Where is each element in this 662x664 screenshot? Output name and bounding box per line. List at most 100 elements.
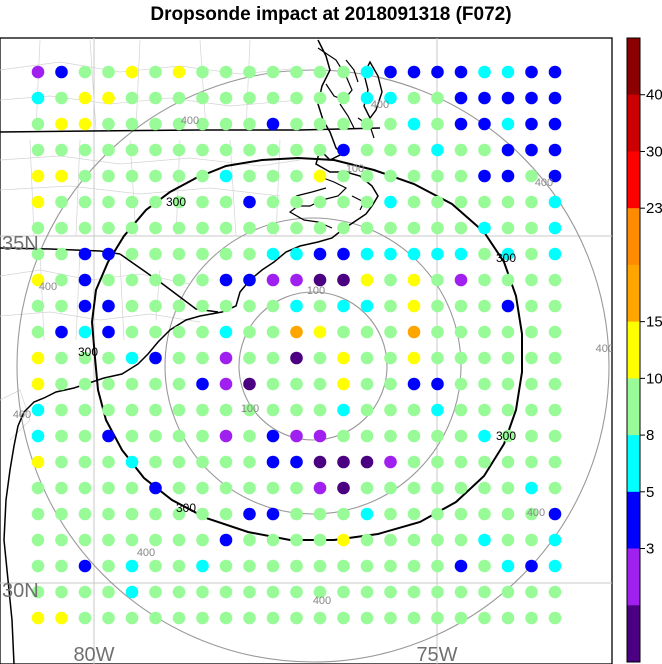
sonde-dot (501, 351, 515, 365)
sonde-dot (313, 65, 327, 79)
sonde-dot (548, 169, 562, 183)
sonde-dot (548, 533, 562, 547)
lat-label-30n: 30N (2, 580, 39, 602)
sonde-dot (196, 611, 209, 625)
sonde-dot (384, 325, 397, 339)
sonde-dot (548, 585, 562, 599)
sonde-dot (407, 455, 421, 469)
sonde-dot (431, 65, 444, 79)
sonde-dot (313, 377, 327, 391)
sonde-dot (172, 195, 186, 209)
sonde-dot (219, 299, 233, 313)
sonde-dot (337, 221, 350, 235)
sonde-dot (243, 455, 256, 469)
sonde-dot (78, 325, 92, 339)
sonde-dot (525, 221, 538, 235)
sonde-dot (172, 429, 186, 443)
sonde-dot (149, 403, 162, 417)
sonde-dot (290, 585, 303, 599)
sonde-dot (266, 403, 280, 417)
sonde-dot (501, 481, 515, 495)
sonde-dot (548, 247, 562, 261)
sonde-dot (431, 325, 444, 339)
sonde-dot (266, 559, 280, 573)
sonde-dot (149, 351, 162, 365)
sonde-dot (31, 559, 45, 573)
sonde-dot (196, 559, 209, 573)
sonde-dot (149, 507, 162, 521)
sonde-dot (102, 221, 115, 235)
sonde-dot (501, 611, 515, 625)
sonde-dot (266, 65, 280, 79)
contour-label-300-ne: 300 (496, 251, 516, 265)
sonde-dot (125, 481, 139, 495)
sonde-dot (454, 117, 468, 131)
sonde-dot (525, 429, 538, 443)
sonde-dot (337, 351, 350, 365)
sonde-dot (290, 221, 303, 235)
sonde-dot (243, 143, 256, 157)
sonde-dot (55, 247, 68, 261)
sonde-dot (102, 559, 115, 573)
sonde-dot (548, 559, 562, 573)
sonde-dot (454, 221, 468, 235)
sonde-dot (454, 507, 468, 521)
sonde-dot (290, 143, 303, 157)
ring-label-100-top: 100 (307, 285, 325, 297)
sonde-dot (31, 351, 45, 365)
sonde-dot (31, 195, 45, 209)
sonde-dot (149, 481, 162, 495)
sonde-dot (31, 507, 45, 521)
sonde-dot (290, 325, 303, 339)
sonde-dot (149, 117, 162, 131)
sonde-dot (407, 481, 421, 495)
sonde-dot (548, 403, 562, 417)
sonde-dot (337, 481, 350, 495)
ring-label-400-nw: 400 (181, 115, 199, 127)
sonde-dot (384, 221, 397, 235)
sonde-dot (219, 169, 233, 183)
sonde-dot (55, 585, 68, 599)
sonde-dot (384, 91, 397, 105)
sonde-dot (525, 91, 538, 105)
sonde-dot (360, 91, 374, 105)
sonde-dot (102, 65, 115, 79)
sonde-dot (313, 299, 327, 313)
sonde-dot (78, 377, 92, 391)
sonde-dot (337, 299, 350, 313)
sonde-dot (172, 117, 186, 131)
sonde-dot (55, 507, 68, 521)
sonde-dot (431, 273, 444, 287)
sonde-dot (407, 195, 421, 209)
sonde-dot (337, 455, 350, 469)
sonde-dot (548, 299, 562, 313)
sonde-dot (219, 611, 233, 625)
sonde-dot (125, 299, 139, 313)
sonde-dot (172, 221, 186, 235)
sonde-dot (102, 325, 115, 339)
sonde-dot (78, 117, 92, 131)
sonde-dot (266, 533, 280, 547)
sonde-dot (125, 611, 139, 625)
sonde-dot (290, 169, 303, 183)
sonde-dot (384, 143, 397, 157)
sonde-dot (548, 325, 562, 339)
sonde-dot (266, 429, 280, 443)
sonde-dot (313, 585, 327, 599)
colorbar-segment (627, 605, 640, 663)
sonde-dot (337, 377, 350, 391)
sonde-dot (172, 377, 186, 391)
sonde-dot (290, 247, 303, 261)
sonde-dot (290, 195, 303, 209)
sonde-dot (266, 195, 280, 209)
sonde-dot (219, 481, 233, 495)
sonde-dot (478, 351, 491, 365)
sonde-dot (172, 585, 186, 599)
sonde-dot (548, 195, 562, 209)
sonde-dot (360, 273, 374, 287)
sonde-dot (407, 65, 421, 79)
sonde-dot (384, 299, 397, 313)
sonde-dot (337, 325, 350, 339)
sonde-dot (501, 195, 515, 209)
sonde-dot (313, 351, 327, 365)
